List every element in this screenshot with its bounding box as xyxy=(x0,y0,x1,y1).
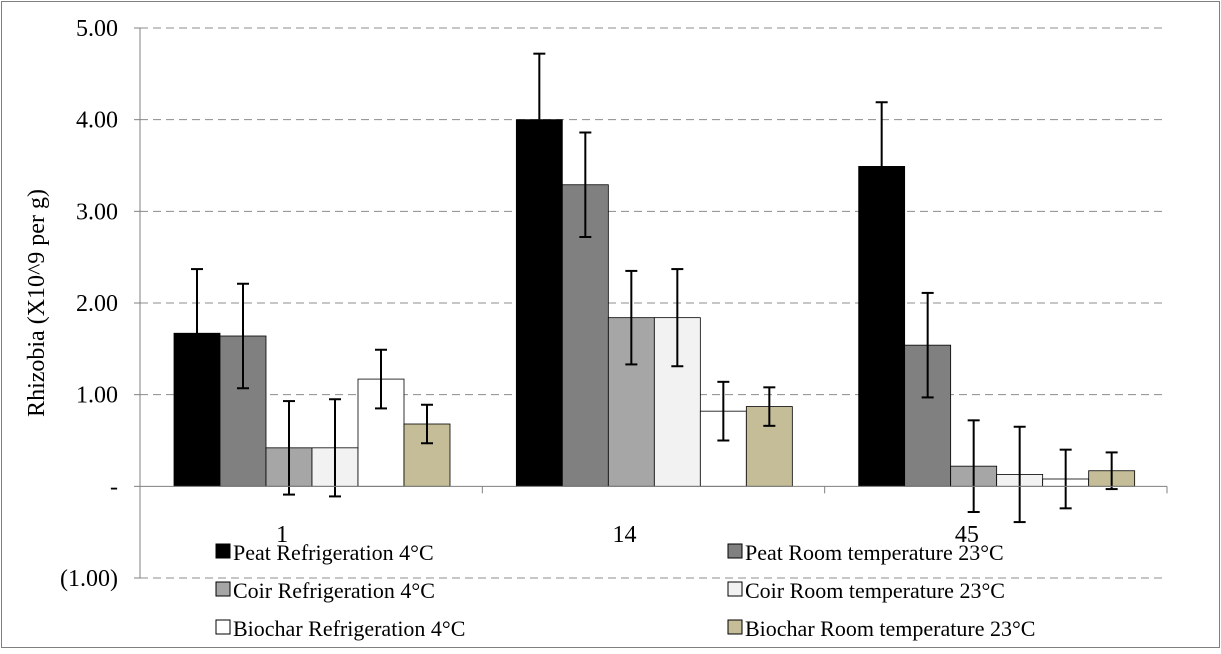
y-tick-label: 5.00 xyxy=(76,16,118,42)
y-tick-label: (1.00) xyxy=(60,566,118,592)
legend-label: Biochar Room temperature 23°C xyxy=(745,616,1035,641)
x-category-label: 45 xyxy=(955,522,979,548)
legend-swatch xyxy=(215,581,231,597)
y-tick-label: - xyxy=(110,474,118,500)
y-tick-label: 1.00 xyxy=(76,383,118,409)
x-category-label: 14 xyxy=(613,522,637,548)
y-tick-labels: 5.00 4.00 3.00 2.00 1.00 - (1.00) xyxy=(60,16,118,592)
legend-swatch xyxy=(215,543,231,559)
legend-label: Peat Room temperature 23°C xyxy=(745,540,1004,565)
y-tick-label: 3.00 xyxy=(76,199,118,225)
y-tick-label: 4.00 xyxy=(76,108,118,134)
bars xyxy=(173,52,1136,524)
gridlines xyxy=(140,27,1167,579)
legend: Peat Refrigeration 4°C Peat Room temperat… xyxy=(215,540,1035,641)
x-category-label: 1 xyxy=(276,522,288,548)
y-axis-title: Rhizobia (X10^9 per g) xyxy=(24,189,50,417)
legend-swatch xyxy=(727,619,743,635)
y-tick-label: 2.00 xyxy=(76,291,118,317)
legend-swatch xyxy=(727,581,743,597)
legend-label: Coir Room temperature 23°C xyxy=(745,578,1005,603)
legend-swatch xyxy=(215,619,231,635)
legend-label: Peat Refrigeration 4°C xyxy=(233,540,434,565)
legend-label: Coir Refrigeration 4°C xyxy=(233,578,435,603)
category-labels: 1 14 45 xyxy=(276,522,979,548)
axes xyxy=(134,27,1168,579)
legend-swatch xyxy=(727,543,743,559)
legend-label: Biochar Refrigeration 4°C xyxy=(233,616,465,641)
